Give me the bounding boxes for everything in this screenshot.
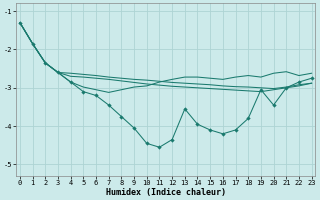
X-axis label: Humidex (Indice chaleur): Humidex (Indice chaleur) [106,188,226,197]
